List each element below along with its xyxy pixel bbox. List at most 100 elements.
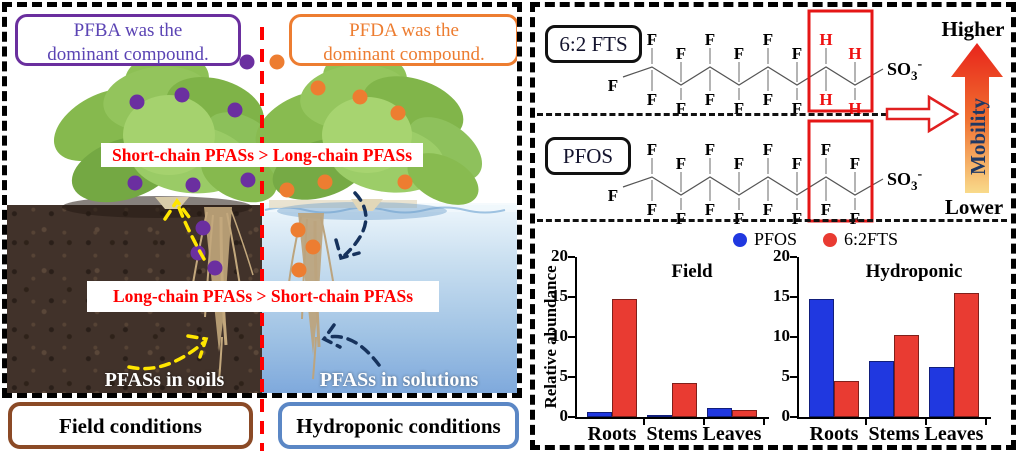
plot-title: Field xyxy=(671,261,713,282)
y-tick xyxy=(790,256,797,258)
soils-label: PFASs in soils xyxy=(104,369,225,391)
structure-separator xyxy=(537,113,887,116)
atom-label: F xyxy=(792,209,802,227)
bar-6:2FTS-Leaves xyxy=(954,293,979,417)
mobility-label: Mobility xyxy=(966,98,990,175)
pfos-label-box: PFOS xyxy=(545,137,631,175)
atom-label: F xyxy=(850,209,860,227)
container-rim xyxy=(269,200,417,208)
chart-legend: PFOS 6:2FTS xyxy=(733,229,898,250)
bar-PFOS-Stems xyxy=(647,415,672,417)
bar-PFOS-Leaves xyxy=(929,367,954,417)
pfas-dots-layer xyxy=(127,54,413,278)
pfba-dot xyxy=(185,177,201,193)
end-group-label: SO3- xyxy=(887,57,923,83)
y-tick xyxy=(790,376,797,378)
soil-uptake-arrows xyxy=(127,197,209,371)
field-hydroponic-divider-lower xyxy=(260,399,264,451)
pfda-note-box: PFDA was the dominant compound. xyxy=(289,14,517,66)
atom-label: F xyxy=(734,209,744,227)
right-plant xyxy=(255,50,483,211)
bar-6:2FTS-Roots xyxy=(612,299,637,417)
atom-label: F xyxy=(734,154,744,173)
atom-label: F xyxy=(821,200,831,219)
x-tick xyxy=(865,419,867,425)
y-tick xyxy=(568,256,575,258)
field-hydroponic-divider xyxy=(260,27,264,393)
category-label-Stems: Stems xyxy=(646,423,698,445)
pfda-dot xyxy=(305,239,321,255)
bar-PFOS-Roots xyxy=(809,299,834,417)
pfda-dot xyxy=(317,174,333,190)
bar-PFOS-Stems xyxy=(869,361,894,417)
pfda-dot xyxy=(310,80,326,96)
y-tick-label: 0 xyxy=(559,406,569,425)
bar-PFOS-Leaves xyxy=(707,408,732,417)
chart-separator xyxy=(537,219,1007,222)
y-tick xyxy=(568,416,575,418)
category-label-Stems: Stems xyxy=(868,423,920,445)
category-label-Leaves: Leaves xyxy=(702,423,762,445)
atom-label: F xyxy=(705,90,715,109)
atom-label: F xyxy=(676,154,686,173)
solution-uptake-arrows xyxy=(321,191,381,367)
atom-label: F xyxy=(676,99,686,117)
short-chain-banner: Short-chain PFASs > Long-chain PFASs xyxy=(101,143,423,167)
y-tick-label: 15 xyxy=(773,286,790,305)
plot-title: Hydroponic xyxy=(865,261,963,282)
atom-label: F xyxy=(734,44,744,63)
pfba-dot xyxy=(127,175,143,191)
atom-label: H xyxy=(819,90,832,109)
pfda-dot xyxy=(290,222,306,238)
y-tick xyxy=(790,296,797,298)
long-chain-banner: Long-chain PFASs > Short-chain PFASs xyxy=(87,281,439,312)
atom-label: F xyxy=(647,200,657,219)
legend-item-PFOS: PFOS xyxy=(733,229,797,250)
y-tick-label: 20 xyxy=(551,246,568,265)
category-label-Roots: Roots xyxy=(809,423,859,445)
pfda-dot xyxy=(397,174,413,190)
bar-6:2FTS-Roots xyxy=(834,381,859,417)
atom-label: F xyxy=(705,140,715,159)
mobility-lower-label: Lower xyxy=(944,195,1004,219)
hydroponic-conditions-box: Hydroponic conditions xyxy=(278,402,519,449)
pfda-dot xyxy=(279,182,295,198)
right-arrow-icon xyxy=(885,94,960,134)
x-tick xyxy=(763,419,765,425)
y-axis-title: Relative abundance xyxy=(541,265,560,409)
x-tick xyxy=(643,419,645,425)
fts-label-box: 6:2 FTS xyxy=(545,25,642,63)
end-group-label: SO3- xyxy=(887,167,923,193)
y-tick xyxy=(790,416,797,418)
atom-label: F xyxy=(705,200,715,219)
y-tick xyxy=(790,336,797,338)
y-tick-label: 0 xyxy=(781,406,791,425)
y-tick xyxy=(568,336,575,338)
x-axis xyxy=(575,417,769,419)
y-axis xyxy=(797,257,799,419)
atom-label: F xyxy=(763,140,773,159)
category-label-Leaves: Leaves xyxy=(924,423,984,445)
atom-label: F xyxy=(705,30,715,49)
atom-label: H xyxy=(819,30,832,49)
atom-label: F xyxy=(792,154,802,173)
x-axis xyxy=(797,417,991,419)
y-tick-label: 10 xyxy=(551,326,568,345)
y-tick-label: 15 xyxy=(551,286,568,305)
atom-label: F xyxy=(647,30,657,49)
y-tick xyxy=(568,376,575,378)
field-conditions-box: Field conditions xyxy=(8,402,253,449)
pfba-dot xyxy=(174,87,190,103)
y-tick-label: 5 xyxy=(781,366,791,385)
y-tick-label: 5 xyxy=(559,366,569,385)
atom-label: F xyxy=(608,186,618,205)
atom-label: H xyxy=(848,99,861,117)
legend-dot xyxy=(733,232,747,247)
atom-label: F xyxy=(676,44,686,63)
pfda-dot xyxy=(291,262,307,278)
pfba-dot xyxy=(129,94,145,110)
pfba-note-line1: PFBA was the xyxy=(73,20,183,41)
pfba-note-box: PFBA was the dominant compound. xyxy=(15,14,241,66)
